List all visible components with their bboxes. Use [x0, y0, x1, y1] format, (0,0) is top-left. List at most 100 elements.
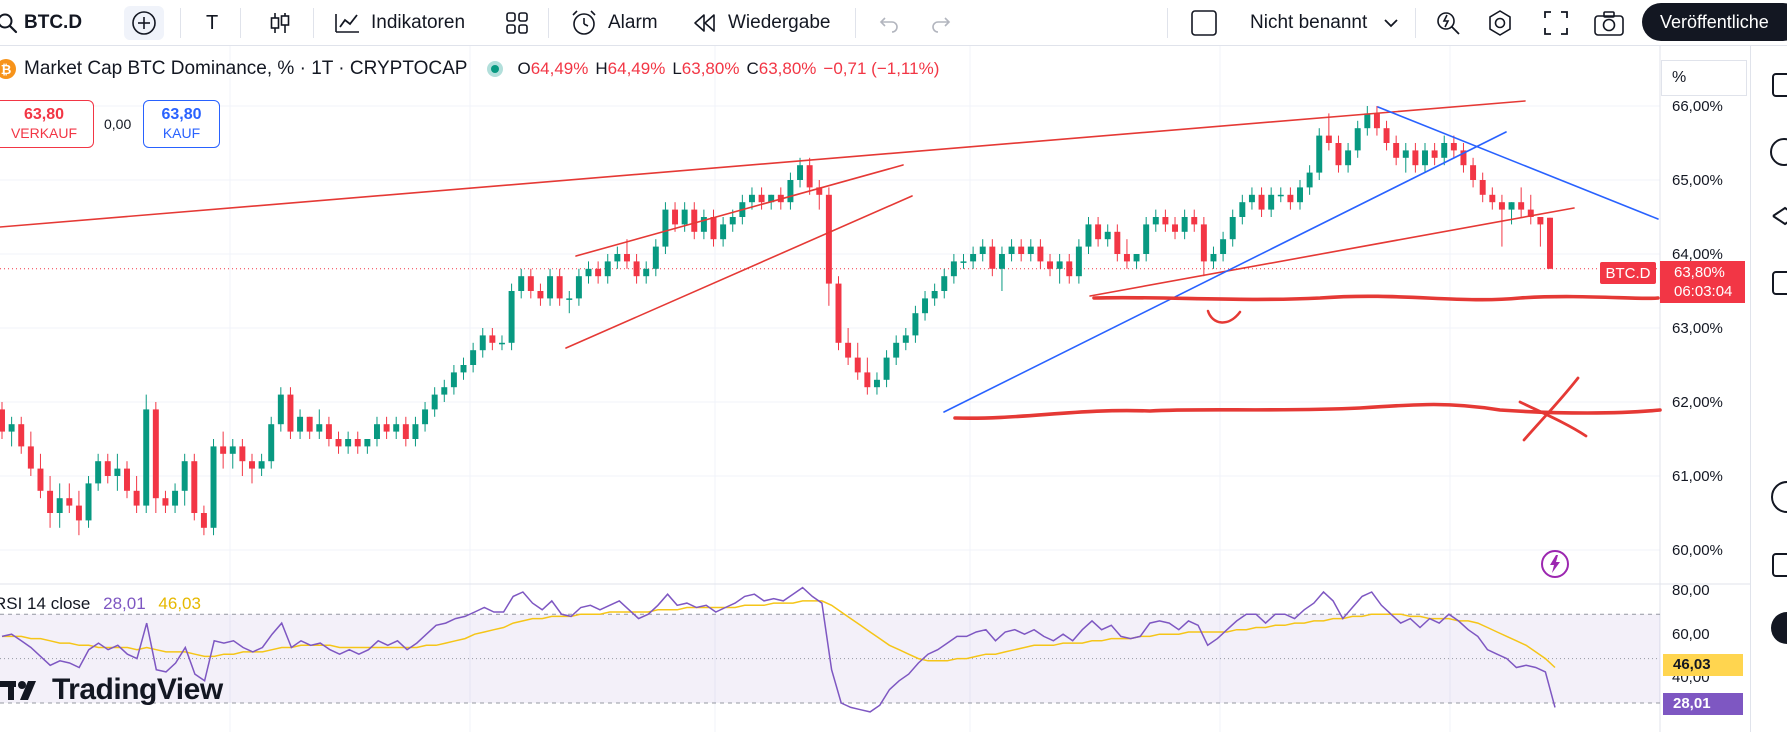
quick-search-button[interactable] [1434, 0, 1462, 46]
candle-body [200, 513, 207, 528]
candle [748, 187, 755, 210]
candle-body [1066, 261, 1073, 277]
low-value: 63,80% [681, 59, 740, 78]
tradingview-logo[interactable]: TradingView [0, 672, 223, 708]
candle [845, 328, 852, 365]
candle-body [450, 372, 457, 388]
snapshot-button[interactable] [1593, 0, 1625, 46]
candle [1123, 239, 1130, 269]
candle [1537, 217, 1544, 247]
candle [297, 409, 304, 439]
sell-button[interactable]: 63,80 VERKAUF [0, 100, 94, 148]
symbol-search[interactable]: BTC.D [0, 0, 82, 46]
candle [200, 505, 207, 536]
candle [1027, 239, 1034, 262]
market-status-icon [487, 61, 504, 77]
support-zone-upper [1092, 294, 1660, 302]
undo-icon [879, 17, 898, 33]
spread-value: 0,00 [104, 116, 132, 132]
bitcoin-icon: ₿ [0, 59, 16, 79]
candle [383, 416, 390, 439]
candle-body [816, 187, 823, 195]
candle-body [220, 446, 227, 454]
toolbar-divider [240, 8, 241, 38]
x-mark-stroke [1522, 376, 1580, 442]
candle [787, 172, 794, 210]
rsi-legend[interactable]: RSI 14 close 28,01 46,03 [0, 594, 201, 614]
right-sidebar [1750, 46, 1787, 732]
candle [893, 335, 900, 365]
bar-countdown: 06:03:04 [1674, 283, 1733, 300]
candle-body [1085, 224, 1092, 247]
candle [133, 476, 140, 513]
candle-body [893, 342, 900, 358]
lightning-icon[interactable] [1540, 549, 1570, 579]
indicators-button[interactable]: Indikatoren [333, 0, 465, 46]
price-tick: 60,00% [1672, 542, 1723, 559]
rsi-pane [0, 586, 1660, 713]
candle-body [181, 461, 188, 491]
target-icon [1771, 481, 1787, 513]
settings-button[interactable] [1486, 0, 1514, 46]
series-legend[interactable]: ₿ Market Cap BTC Dominance, % · 1T · CRY… [0, 58, 946, 80]
tradingview-mark-icon [0, 681, 36, 700]
candle [460, 357, 467, 380]
candle [1133, 254, 1140, 269]
candle-body [1537, 217, 1544, 225]
candle-body [287, 394, 294, 432]
candle [1181, 209, 1188, 240]
candle [229, 439, 236, 469]
candle [1172, 217, 1178, 240]
candle-body [748, 194, 755, 203]
candle-body [931, 291, 938, 299]
drawings [0, 100, 1662, 442]
candle [1393, 135, 1400, 166]
candle-body [210, 446, 217, 528]
candle-body [441, 387, 448, 395]
candle [1277, 187, 1284, 203]
buy-price: 63,80 [161, 106, 202, 123]
candle-body [922, 298, 929, 314]
fullscreen-button[interactable] [1543, 0, 1569, 46]
rsi-tick: 80,00 [1672, 582, 1710, 599]
candle-body [960, 261, 967, 263]
redo-button[interactable] [930, 0, 954, 46]
replay-button[interactable]: Wiedergabe [692, 0, 830, 46]
interval-button[interactable]: T [206, 0, 218, 46]
candle-body [729, 217, 736, 225]
rsi-ma-value: 46,03 [158, 594, 201, 613]
buy-button[interactable]: 63,80 KAUF [143, 100, 220, 148]
candle [1143, 217, 1150, 262]
rsi-tick: 60,00 [1672, 626, 1710, 643]
candle-body [566, 298, 573, 300]
candle [758, 187, 765, 210]
candle [470, 342, 477, 373]
candle [950, 254, 957, 284]
candle [1152, 209, 1159, 232]
compare-symbol-button[interactable] [124, 0, 164, 46]
candle [1450, 135, 1457, 158]
candle-body [691, 209, 698, 232]
price-tick: 66,00% [1672, 98, 1723, 115]
layout-name-button[interactable]: Nicht benannt [1190, 0, 1399, 46]
chart-type-button[interactable] [267, 0, 293, 46]
chart-canvas[interactable] [0, 46, 1750, 732]
candle-body [1162, 217, 1169, 225]
rsi-ma-price-label: 46,03 [1663, 654, 1743, 676]
candle [1306, 165, 1313, 195]
candle-body [998, 254, 1005, 269]
candle-body [1441, 143, 1448, 158]
alert-button[interactable]: Alarm [570, 0, 658, 46]
undo-button[interactable] [876, 0, 900, 46]
candle-body [1181, 217, 1188, 232]
candle-body [1422, 150, 1428, 166]
candle-body [431, 394, 438, 410]
quick-search-icon [1437, 12, 1460, 35]
templates-button[interactable] [504, 0, 530, 46]
candle [652, 239, 659, 277]
candle [700, 209, 707, 240]
price-scale-unit-button[interactable]: % [1661, 60, 1747, 96]
publish-button[interactable]: Veröffentliche [1642, 3, 1787, 41]
candle-body [85, 483, 92, 521]
candle [835, 276, 842, 351]
